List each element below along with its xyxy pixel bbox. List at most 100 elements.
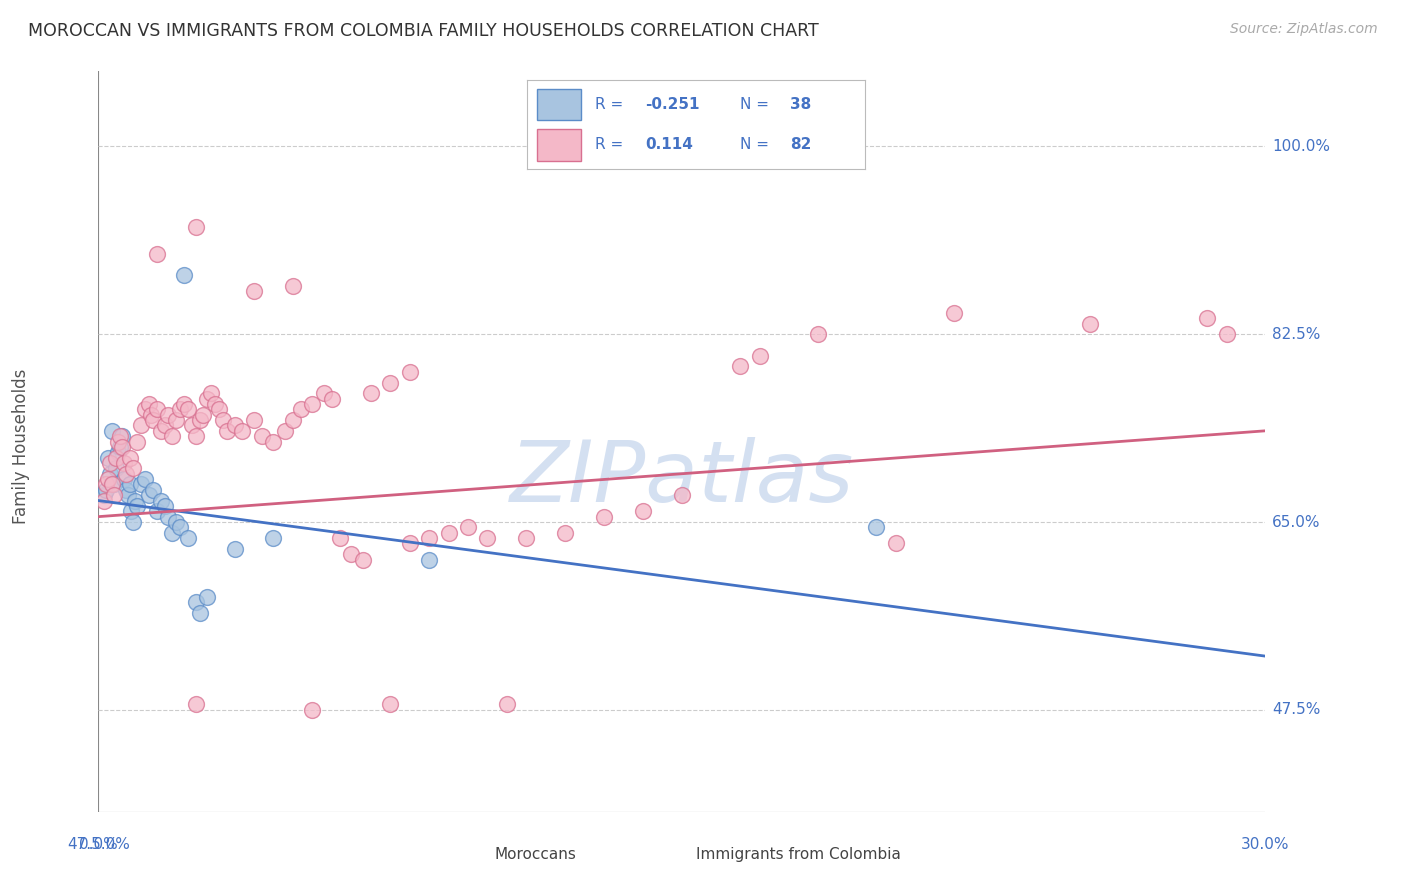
Point	[418, 531, 440, 545]
Text: 38: 38	[790, 97, 811, 112]
Point	[146, 246, 169, 260]
Point	[149, 424, 172, 438]
Text: ZIPatlas: ZIPatlas	[510, 437, 853, 520]
Text: 65.0%: 65.0%	[1272, 515, 1320, 530]
Point	[631, 504, 654, 518]
Text: 47.5%: 47.5%	[1272, 702, 1320, 717]
Point	[184, 429, 207, 443]
Bar	[537, 129, 581, 161]
Point	[177, 531, 200, 545]
Point	[398, 536, 420, 550]
Point	[157, 509, 180, 524]
Text: MOROCCAN VS IMMIGRANTS FROM COLOMBIA FAMILY HOUSEHOLDS CORRELATION CHART: MOROCCAN VS IMMIGRANTS FROM COLOMBIA FAM…	[28, 22, 818, 40]
Point	[97, 450, 120, 465]
Point	[122, 461, 145, 475]
Point	[142, 483, 165, 497]
Point	[162, 525, 184, 540]
Point	[398, 365, 420, 379]
Point	[104, 450, 127, 465]
Bar	[537, 89, 581, 120]
Text: Immigrants from Colombia: Immigrants from Colombia	[696, 847, 901, 862]
Point	[495, 698, 517, 712]
Point	[378, 698, 402, 712]
Text: Source: ZipAtlas.com: Source: ZipAtlas.com	[1230, 22, 1378, 37]
Point	[103, 477, 125, 491]
Point	[195, 392, 218, 406]
Point	[184, 698, 207, 712]
Text: R =: R =	[595, 137, 633, 152]
Point	[162, 429, 184, 443]
Point	[107, 434, 129, 449]
Text: 82.5%: 82.5%	[1272, 326, 1320, 342]
Point	[96, 483, 118, 497]
Point	[1215, 327, 1237, 342]
Point	[177, 402, 200, 417]
Point	[250, 429, 273, 443]
Point	[301, 703, 323, 717]
Point	[184, 595, 207, 609]
Point	[943, 306, 966, 320]
Point	[122, 515, 145, 529]
Point	[200, 386, 222, 401]
Point	[127, 434, 149, 449]
Point	[554, 525, 576, 540]
Point	[104, 461, 127, 475]
Point	[437, 525, 460, 540]
Point	[112, 456, 135, 470]
Point	[262, 434, 284, 449]
Point	[215, 424, 238, 438]
Point	[188, 606, 211, 620]
Point	[340, 547, 363, 561]
Point	[188, 413, 211, 427]
Point	[243, 413, 266, 427]
Point	[142, 413, 165, 427]
Point	[884, 536, 907, 550]
Text: 47.5.0%: 47.5.0%	[67, 837, 129, 852]
Point	[153, 499, 176, 513]
Point	[593, 509, 616, 524]
Point	[146, 504, 169, 518]
Point	[101, 424, 124, 438]
Text: -0.251: -0.251	[645, 97, 700, 112]
Point	[281, 279, 304, 293]
Point	[212, 413, 235, 427]
Point	[173, 397, 195, 411]
Point	[224, 541, 246, 556]
Point	[195, 590, 218, 604]
Point	[865, 520, 887, 534]
Point	[1080, 317, 1102, 331]
Point	[114, 467, 136, 481]
Point	[98, 467, 121, 481]
Text: Family Households: Family Households	[13, 368, 30, 524]
Point	[118, 477, 141, 491]
Point	[807, 327, 830, 342]
Point	[748, 349, 770, 363]
Point	[274, 424, 297, 438]
Point	[169, 402, 191, 417]
Point	[157, 408, 180, 422]
Point	[208, 402, 231, 417]
Point	[1195, 311, 1218, 326]
Point	[378, 376, 402, 390]
Text: 82: 82	[790, 137, 811, 152]
Point	[97, 472, 120, 486]
Point	[118, 450, 141, 465]
Point	[329, 531, 352, 545]
Point	[193, 408, 215, 422]
Point	[224, 418, 246, 433]
Point	[312, 386, 335, 401]
Point	[114, 483, 136, 497]
Point	[111, 429, 134, 443]
Point	[108, 440, 131, 454]
Point	[262, 531, 284, 545]
Text: 0.0%: 0.0%	[79, 837, 118, 852]
Point	[173, 268, 195, 283]
Point	[121, 504, 143, 518]
Point	[134, 472, 156, 486]
Point	[138, 488, 160, 502]
Point	[165, 515, 187, 529]
Point	[184, 219, 207, 234]
Point	[139, 408, 162, 422]
Text: 0.114: 0.114	[645, 137, 693, 152]
Point	[149, 493, 172, 508]
